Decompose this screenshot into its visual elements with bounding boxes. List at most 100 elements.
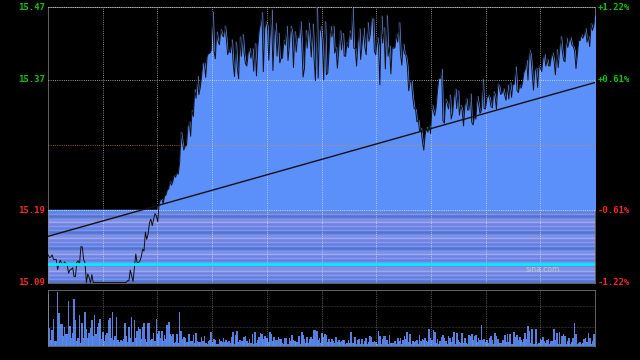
Bar xyxy=(363,343,364,346)
Bar xyxy=(244,336,246,346)
Bar xyxy=(520,340,522,346)
Bar xyxy=(555,341,556,346)
Bar xyxy=(105,336,106,346)
Bar xyxy=(326,335,327,346)
Bar xyxy=(408,342,410,346)
Bar xyxy=(361,339,363,346)
Bar xyxy=(482,340,484,346)
Bar xyxy=(81,323,83,346)
Bar xyxy=(48,234,595,238)
Bar xyxy=(369,336,371,346)
Bar xyxy=(190,341,191,346)
Bar xyxy=(158,331,160,346)
Bar xyxy=(224,342,226,346)
Bar xyxy=(337,342,338,346)
Bar xyxy=(212,342,213,346)
Bar xyxy=(460,343,461,346)
Text: +1.22%: +1.22% xyxy=(598,3,630,12)
Bar xyxy=(138,327,140,346)
Bar xyxy=(254,332,256,346)
Bar xyxy=(214,340,216,346)
Bar xyxy=(538,343,540,346)
Bar xyxy=(173,343,175,346)
Bar xyxy=(365,338,367,346)
Bar xyxy=(308,343,309,346)
Bar xyxy=(209,340,211,346)
Bar xyxy=(493,344,495,346)
Bar xyxy=(360,344,362,346)
Bar xyxy=(286,338,287,346)
Bar xyxy=(235,335,237,346)
Bar xyxy=(541,340,543,346)
Bar xyxy=(543,341,545,346)
Bar xyxy=(409,334,411,346)
Bar xyxy=(534,344,536,346)
Bar xyxy=(500,343,501,346)
Bar xyxy=(516,335,518,346)
Bar xyxy=(77,338,79,346)
Bar xyxy=(88,333,90,346)
Bar xyxy=(153,333,154,346)
Bar xyxy=(453,332,455,346)
Bar xyxy=(73,299,75,346)
Bar xyxy=(262,339,264,346)
Bar xyxy=(385,336,386,346)
Bar xyxy=(165,339,167,346)
Bar xyxy=(345,344,346,346)
Bar xyxy=(567,341,568,346)
Bar xyxy=(312,339,314,346)
Bar xyxy=(584,339,585,346)
Bar xyxy=(436,339,438,346)
Bar xyxy=(48,218,595,222)
Bar xyxy=(259,337,260,346)
Bar xyxy=(323,337,324,346)
Bar xyxy=(223,338,225,346)
Bar xyxy=(595,337,596,346)
Bar xyxy=(60,324,61,346)
Bar xyxy=(523,339,525,346)
Bar xyxy=(560,344,562,346)
Bar xyxy=(302,335,304,346)
Bar xyxy=(321,333,323,346)
Bar xyxy=(176,334,178,346)
Bar xyxy=(128,327,130,346)
Bar xyxy=(228,341,230,346)
Bar xyxy=(301,332,303,346)
Bar xyxy=(171,336,172,346)
Bar xyxy=(232,332,234,346)
Bar xyxy=(48,222,595,226)
Bar xyxy=(204,336,205,346)
Bar xyxy=(486,340,488,346)
Bar xyxy=(319,338,321,346)
Bar xyxy=(383,336,385,346)
Bar xyxy=(570,344,572,346)
Bar xyxy=(540,339,541,346)
Bar xyxy=(48,255,595,258)
Bar xyxy=(394,341,396,346)
Text: -0.61%: -0.61% xyxy=(598,206,630,215)
Bar xyxy=(183,337,184,346)
Bar xyxy=(392,343,393,346)
Bar xyxy=(180,331,182,346)
Bar xyxy=(357,340,359,346)
Bar xyxy=(100,339,102,346)
Bar xyxy=(556,333,557,346)
Bar xyxy=(572,338,574,346)
Bar xyxy=(489,338,490,346)
Bar xyxy=(225,340,227,346)
Bar xyxy=(145,339,146,346)
Bar xyxy=(198,342,200,346)
Bar xyxy=(191,341,193,346)
Bar xyxy=(56,341,57,346)
Bar xyxy=(102,332,104,346)
Bar xyxy=(492,340,493,346)
Bar xyxy=(380,344,382,346)
Bar xyxy=(561,336,563,346)
Bar xyxy=(113,339,115,346)
Bar xyxy=(164,335,165,346)
Bar xyxy=(241,341,242,346)
Bar xyxy=(522,342,524,346)
Bar xyxy=(236,331,238,346)
Bar xyxy=(585,338,586,346)
Bar xyxy=(231,337,232,346)
